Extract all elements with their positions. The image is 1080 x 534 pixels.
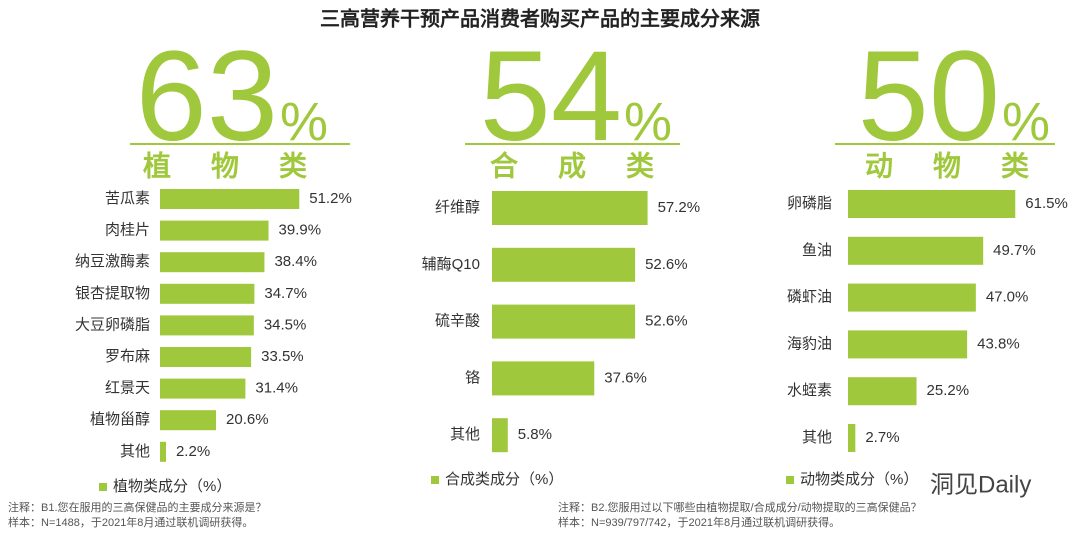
headline-number: 63 [136, 25, 278, 168]
value-label: 57.2% [658, 199, 701, 216]
value-label: 34.5% [264, 316, 307, 333]
legend-label: 合成类成分（%） [445, 471, 563, 488]
bar [160, 220, 269, 241]
value-label: 61.5% [1025, 195, 1068, 212]
legend-swatch [786, 476, 794, 484]
bar [160, 347, 252, 367]
category-label: 卵磷脂 [787, 195, 832, 212]
category-label: 其他 [450, 426, 480, 443]
bar [492, 361, 595, 396]
value-label: 2.2% [176, 443, 210, 460]
bar [848, 236, 984, 265]
value-label: 43.8% [977, 335, 1020, 352]
value-label: 34.7% [264, 285, 307, 302]
bar [492, 191, 648, 225]
headline-unit: % [1002, 92, 1050, 152]
category-label: 罗布麻 [105, 348, 150, 365]
category-label: 银杏提取物 [75, 285, 150, 302]
value-label: 52.6% [645, 256, 688, 273]
group-label: 合成类 [490, 149, 694, 181]
note: 样本：N=939/797/742，于2021年8月通过联机调研获得。 [558, 515, 840, 529]
legend-label: 植物类成分（%） [113, 478, 231, 495]
value-label: 31.4% [255, 380, 298, 397]
value-label: 5.8% [518, 426, 552, 443]
group-label: 植物类 [143, 149, 347, 181]
headline-number: 50 [858, 25, 1000, 168]
value-label: 47.0% [986, 289, 1029, 306]
bar [492, 304, 636, 339]
bar [160, 378, 246, 399]
bar [848, 283, 976, 312]
category-label: 其他 [802, 429, 832, 446]
category-label: 水蛭素 [787, 382, 832, 399]
chart-title: 三高营养干预产品消费者购买产品的主要成分来源 [320, 6, 760, 30]
bar [160, 189, 300, 209]
watermark: 洞见Daily [930, 471, 1031, 498]
category-label: 红景天 [105, 380, 150, 397]
headline-number: 54 [480, 25, 622, 168]
bar [160, 315, 254, 336]
group-label: 动物类 [865, 150, 1069, 181]
value-label: 49.7% [993, 242, 1036, 259]
category-label: 苦瓜素 [105, 190, 150, 207]
value-label: 20.6% [226, 411, 269, 428]
bar [160, 410, 217, 431]
legend-swatch [99, 483, 107, 491]
bar [848, 190, 1016, 218]
bar [160, 252, 265, 273]
category-label: 肉桂片 [105, 222, 150, 239]
category-label: 辅酶Q10 [422, 256, 480, 273]
note: 样本：N=1488，于2021年8月通过联机调研获得。 [8, 515, 253, 529]
category-label: 植物甾醇 [90, 411, 150, 428]
bar [848, 377, 917, 406]
value-label: 25.2% [927, 382, 970, 399]
note: 注释：B1.您在服用的三高保健品的主要成分来源是？ [8, 500, 267, 514]
category-label: 铬 [465, 369, 480, 386]
category-label: 硫辛酸 [435, 313, 480, 330]
category-label: 大豆卵磷脂 [75, 316, 150, 333]
value-label: 33.5% [261, 348, 304, 365]
bar [848, 424, 856, 452]
legend-label: 动物类成分（%） [800, 471, 918, 488]
bar [160, 441, 166, 462]
headline-unit: % [280, 92, 328, 152]
value-label: 51.2% [309, 190, 352, 207]
category-label: 其他 [120, 443, 150, 460]
category-label: 鱼油 [802, 241, 832, 259]
category-label: 海豹油 [787, 335, 832, 352]
bar [160, 283, 255, 304]
value-label: 39.9% [279, 222, 322, 239]
bar [848, 330, 968, 359]
category-label: 纤维醇 [435, 199, 480, 216]
bar [492, 418, 508, 453]
bar [492, 247, 636, 282]
value-label: 37.6% [604, 369, 647, 386]
value-label: 52.6% [645, 313, 688, 330]
value-label: 2.7% [865, 429, 899, 446]
category-label: 磷虾油 [787, 289, 832, 306]
headline-unit: % [624, 92, 672, 152]
category-label: 纳豆激酶素 [75, 253, 150, 270]
note: 注释：B2.您服用过以下哪些由植物提取/合成成分/动物提取的三高保健品？ [558, 500, 922, 514]
legend-swatch [431, 476, 439, 484]
value-label: 38.4% [274, 253, 317, 270]
